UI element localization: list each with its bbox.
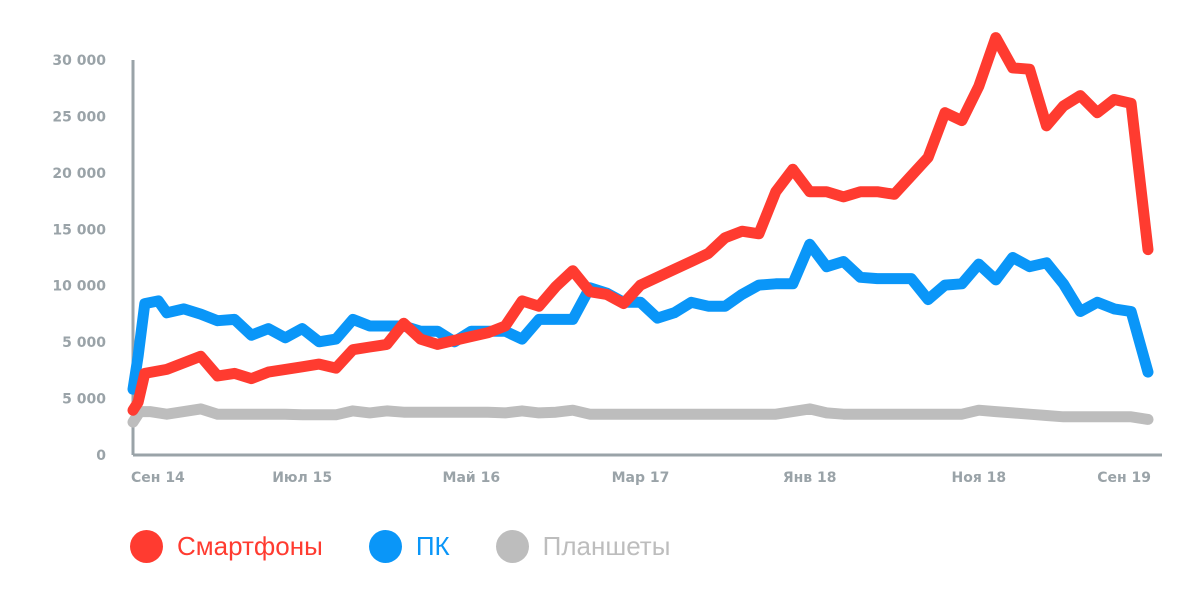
x-tick-label: Мар 17 [612, 470, 670, 486]
pc-swatch [368, 530, 402, 563]
tablets-swatch [495, 530, 529, 563]
y-tick-label: 30 000 [52, 53, 106, 69]
x-tick-label: Сен 14 [131, 470, 185, 486]
x-tick-label: Сен 19 [1097, 470, 1151, 486]
y-axis-ticks: 30 000 25 000 20 000 15 000 10 000 5 000 5 000… [52, 53, 106, 464]
x-tick-label: Июл 15 [272, 470, 332, 486]
x-tick-label: Май 16 [443, 470, 501, 486]
legend-label-pc: ПК [415, 531, 450, 561]
smartphones-swatch [130, 530, 163, 563]
legend-label-tablets: Планшеты [542, 531, 671, 561]
y-tick-label: 5 000 [62, 335, 106, 351]
legend-item-tablets: Планшеты [495, 530, 671, 563]
y-tick-label: 20 000 [52, 166, 106, 182]
legend: Смартфоны ПК Планшеты [130, 530, 716, 563]
y-tick-label: 5 000 [62, 392, 106, 408]
x-tick-label: Янв 18 [783, 470, 837, 486]
y-tick-label: 15 000 [52, 222, 106, 238]
series-lines [127, 32, 1154, 428]
legend-item-pc: ПК [368, 530, 450, 563]
y-tick-label: 0 [96, 448, 106, 464]
legend-label-smartphones: Смартфоны [177, 531, 323, 561]
smartphones-line [127, 32, 1154, 416]
y-tick-label: 25 000 [52, 109, 106, 125]
x-tick-label: Ноя 18 [951, 470, 1006, 486]
x-axis-ticks: Сен 14 Июл 15 Май 16 Мар 17 Янв 18 Ноя 18 Сен … [131, 470, 1151, 486]
y-tick-label: 10 000 [52, 279, 106, 295]
legend-item-smartphones: Смартфоны [130, 530, 323, 563]
tablets-line [127, 403, 1154, 428]
